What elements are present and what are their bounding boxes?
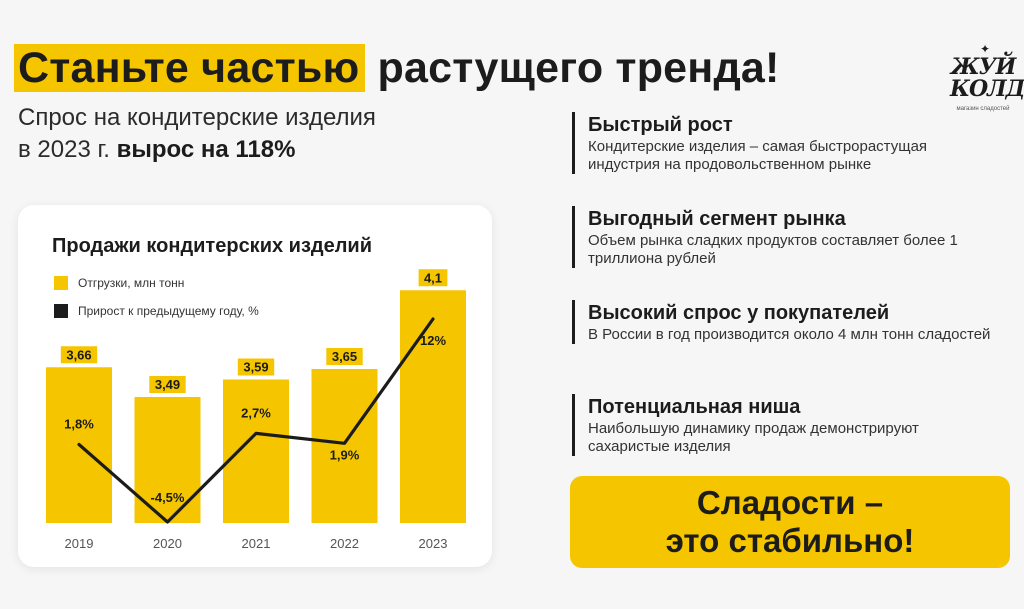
- feature-title: Потенциальная ниша: [588, 396, 801, 418]
- bar-label-bg-2020: [149, 376, 186, 393]
- legend-item-growth: Прирост к предыдущему году, %: [54, 303, 259, 319]
- legend-label-growth: Прирост к предыдущему году, %: [78, 304, 259, 318]
- bar-value-label-2019: 3,66: [66, 347, 91, 362]
- legend-swatch-growth: [54, 304, 68, 318]
- subhead-line-2-prefix: в 2023 г.: [18, 136, 117, 163]
- bar-label-bg-2019: [60, 346, 98, 364]
- cta-banner: Сладости – это стабильно!: [570, 476, 1010, 568]
- headline-rest: растущего тренда!: [365, 44, 780, 92]
- bar-value-label-2023: 4,1: [424, 270, 442, 285]
- feature-text: Кондитерские изделия – самая быстрорасту…: [588, 138, 928, 173]
- legend-swatch-shipments: [54, 276, 68, 290]
- chart-legend: Отгрузки, млн тонн Прирост к предыдущему…: [54, 275, 259, 331]
- growth-label-2023: 12%: [420, 333, 446, 348]
- bar-2021: [223, 379, 289, 523]
- headline-highlight: Станьте частью: [14, 44, 366, 92]
- bar-value-label-2020: 3,49: [155, 377, 180, 392]
- feature-text: В России в год производится около 4 млн …: [588, 326, 991, 343]
- feature-text: Объем рынка сладких продуктов составляет…: [588, 232, 958, 267]
- feature-high-demand: Высокий спрос у покупателей В России в г…: [572, 300, 1002, 344]
- feature-market-segment: Выгодный сегмент рынка Объем рынка сладк…: [572, 206, 1002, 268]
- x-tick-2021: 2021: [242, 536, 271, 551]
- growth-label-2020: -4,5%: [151, 490, 185, 505]
- star-icon: ✦: [980, 42, 991, 56]
- feature-text: Наибольшую динамику продаж демонстрируют…: [588, 420, 919, 455]
- feature-title: Быстрый рост: [588, 114, 733, 136]
- x-tick-2022: 2022: [330, 536, 359, 551]
- cta-text: Сладости – это стабильно!: [665, 484, 915, 559]
- bar-label-bg-2022: [326, 348, 363, 365]
- subhead: Спрос на кондитерские изделия в 2023 г. …: [18, 102, 376, 166]
- bar-2023: [400, 290, 466, 523]
- chart-title: Продажи кондитерских изделий: [52, 235, 373, 257]
- subhead-line-1: Спрос на кондитерские изделия: [18, 104, 376, 131]
- bar-value-label-2021: 3,59: [243, 360, 268, 375]
- bar-value-label-2022: 3,65: [332, 349, 357, 364]
- feature-fast-growth: Быстрый рост Кондитерские изделия – сама…: [572, 112, 1002, 174]
- growth-label-2021: 2,7%: [241, 405, 271, 420]
- chart-plot: 3,66 2019 3,49 2020 3,59 2021 3,65 2022 4,1 2023 1…: [46, 269, 466, 551]
- legend-item-shipments: Отгрузки, млн тонн: [54, 275, 259, 291]
- bar-label-bg-2021: [237, 358, 275, 376]
- feature-title: Выгодный сегмент рынка: [588, 208, 846, 230]
- logo-subtitle: магазин сладостей: [956, 106, 1010, 112]
- logo-text: ЖУЙ КОЛДУЙ: [950, 54, 1024, 102]
- bar-label-bg-2023: [418, 269, 448, 287]
- growth-label-2019: 1,8%: [64, 417, 94, 432]
- subhead-growth: вырос на 118%: [116, 136, 296, 163]
- feature-potential-niche: Потенциальная ниша Наибольшую динамику п…: [572, 394, 1002, 456]
- x-tick-2023: 2023: [419, 536, 448, 551]
- growth-line: [77, 317, 435, 524]
- brand-logo: ✦ ЖУЙ КОЛДУЙ магазин сладостей: [950, 42, 1024, 132]
- x-tick-2019: 2019: [65, 536, 94, 551]
- x-tick-2020: 2020: [153, 536, 182, 551]
- feature-title: Высокий спрос у покупателей: [588, 302, 890, 324]
- headline: Станьте частью растущего тренда!: [14, 40, 780, 96]
- growth-label-2022: 1,9%: [330, 447, 360, 462]
- legend-label-shipments: Отгрузки, млн тонн: [78, 276, 185, 290]
- chart-card: Продажи кондитерских изделий Отгрузки, м…: [18, 205, 492, 567]
- subhead-line-2: в 2023 г. вырос на 118%: [18, 134, 376, 166]
- bar-2022: [311, 369, 378, 523]
